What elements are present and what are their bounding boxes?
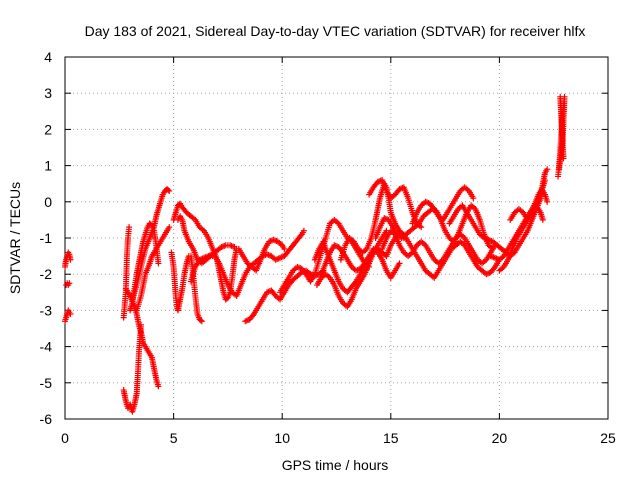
x-tick-label: 20 [492,430,508,446]
data-point [197,317,204,324]
data-points [62,93,568,415]
y-tick-label: -4 [40,339,53,355]
series-s27 [496,187,551,274]
series-s24 [409,184,477,227]
data-point [228,242,235,249]
data-point [66,280,73,287]
y-tick-label: -1 [40,230,53,246]
y-axis-label: SDTVAR / TECUs [7,182,23,294]
y-tick-label: -5 [40,375,53,391]
series-s1 [62,249,74,270]
data-point [166,224,173,231]
x-axis-label: GPS time / hours [282,457,389,473]
x-tick-label: 25 [600,430,616,446]
x-tick-label: 5 [170,430,178,446]
y-tick-label: -6 [40,411,53,427]
data-point [542,177,549,184]
data-point [302,269,309,276]
data-point [249,312,256,319]
series-s3 [62,307,74,325]
axis-ticks [64,56,609,420]
data-point [231,244,238,251]
data-point [418,224,425,231]
y-tick-label: 3 [44,85,52,101]
series-s2 [63,280,73,289]
x-tick-label: 0 [61,430,69,446]
data-point [155,383,162,390]
data-point [155,260,162,267]
data-point [556,166,563,173]
x-tick-labels: 0 5 10 15 20 25 [61,430,616,446]
series-s12 [174,213,307,299]
data-point [166,187,173,194]
data-point [544,198,551,205]
series-s28 [507,202,546,223]
y-tick-label: 0 [44,194,52,210]
data-point [396,260,403,267]
x-tick-label: 15 [383,430,399,446]
series-s29 [555,93,568,180]
series-s18 [318,242,403,281]
data-point [198,318,205,325]
series-s5 [120,321,145,415]
data-point [490,265,497,272]
y-tick-label: -2 [40,266,53,282]
data-point [360,261,367,268]
series-s14 [242,267,327,325]
data-point [544,166,551,173]
y-tick-labels: -6 -5 -4 -3 -2 -1 0 1 2 3 4 [40,49,53,427]
data-point [165,187,172,194]
x-tick-label: 10 [274,430,290,446]
data-point [126,224,133,231]
series-s23 [383,229,503,281]
data-point [67,311,74,318]
y-tick-label: -3 [40,302,53,318]
y-tick-label: 4 [44,49,52,65]
series-s9 [133,224,173,314]
chart-title: Day 183 of 2021, Sidereal Day-to-day VTE… [85,23,586,39]
series-s6 [122,285,162,390]
y-tick-label: 1 [44,158,52,174]
data-point [539,216,546,223]
data-point [300,227,307,234]
series-s8 [129,186,173,303]
data-point [430,204,437,211]
data-point [67,256,74,263]
data-point [470,195,477,202]
data-point [281,245,288,252]
y-tick-label: 2 [44,121,52,137]
series-s13 [187,242,238,285]
data-point [297,232,304,239]
